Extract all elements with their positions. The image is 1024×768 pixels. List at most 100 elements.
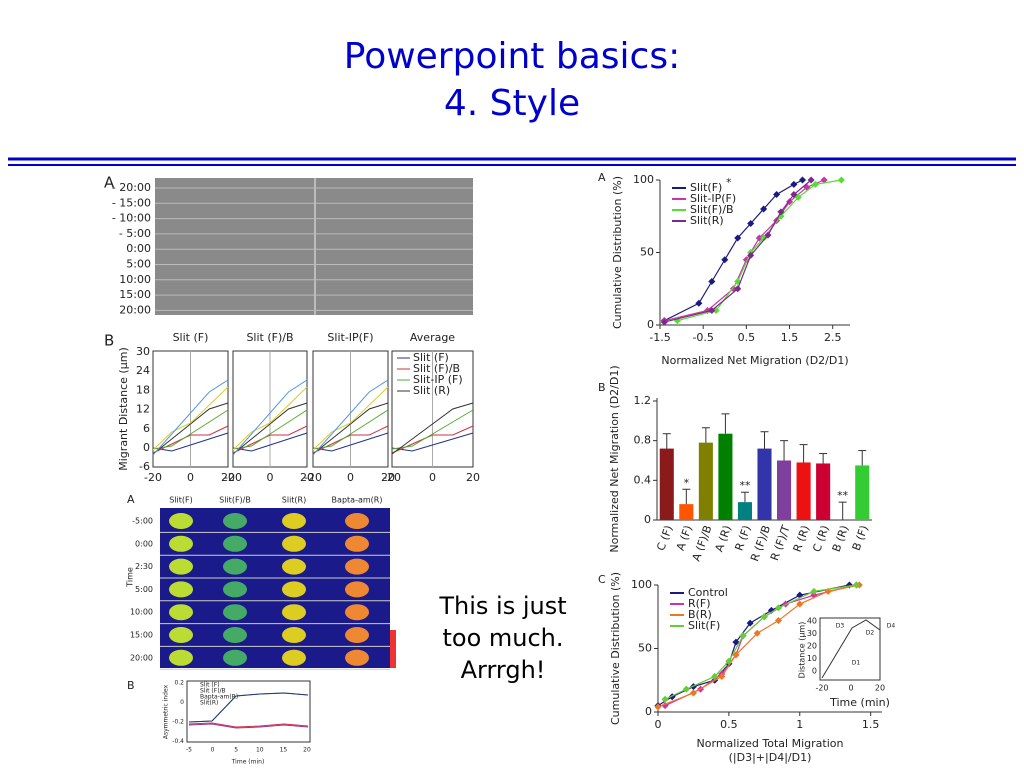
label: -5:00: [132, 517, 153, 526]
point: [708, 277, 716, 286]
label: 1.2: [634, 394, 652, 407]
label: Time: [126, 567, 135, 588]
cell: [282, 649, 306, 666]
label: 10: [807, 654, 817, 663]
label: A: [104, 174, 115, 192]
label: 0: [429, 471, 436, 484]
point: [734, 234, 742, 242]
point: [820, 176, 828, 184]
label: Normalized Net Migration (D2/D1): [608, 365, 621, 552]
label: -1.5: [649, 331, 670, 344]
point: [661, 695, 669, 703]
bar: [855, 465, 870, 520]
trace: [152, 379, 229, 456]
point: [764, 231, 772, 239]
label: 4. Style: [444, 83, 580, 124]
label: B: [127, 679, 135, 692]
label: 0:00: [126, 242, 151, 255]
label: 20: [807, 642, 817, 651]
label: 0:00: [135, 539, 153, 548]
label: 15:00: [119, 288, 151, 301]
point: [774, 617, 783, 625]
cell: [345, 535, 369, 552]
point: [660, 318, 668, 326]
label: 50: [640, 246, 654, 259]
label: 20:00: [130, 653, 153, 662]
cell: [169, 558, 193, 575]
label: 30: [807, 629, 817, 638]
label: A (F): [674, 524, 695, 553]
point: [689, 689, 697, 697]
label: 0: [645, 705, 652, 718]
label: 5:00: [135, 585, 153, 594]
label: Slit (F): [413, 351, 449, 364]
label: -20: [144, 471, 162, 484]
colorbar: [390, 630, 396, 668]
label: too much.: [442, 624, 563, 652]
label: 20: [300, 471, 314, 484]
cell: [345, 513, 369, 529]
bar: [659, 448, 674, 520]
cell: [282, 604, 306, 621]
label: Slit(F): [169, 496, 193, 505]
cell: [223, 627, 247, 643]
label: 12: [136, 403, 150, 416]
cell: [282, 558, 306, 575]
point: [682, 685, 690, 693]
label: - 5:00: [119, 227, 151, 240]
label: (|D3|+|D4|/D1): [729, 751, 812, 764]
point: [774, 604, 783, 612]
label: 0: [347, 471, 354, 484]
label: Normalized Total Migration: [697, 737, 844, 750]
label: Migrant Distance (µm): [117, 347, 130, 470]
label: -20: [383, 471, 401, 484]
point: [810, 587, 818, 595]
label: Average: [410, 331, 455, 344]
cell: [345, 558, 369, 575]
cell: [223, 604, 247, 621]
label: This is just: [438, 592, 566, 620]
point: [760, 613, 768, 621]
label: 0.8: [634, 434, 652, 447]
bar: [698, 442, 713, 520]
label: 0: [211, 747, 215, 754]
point: [773, 190, 781, 199]
bar: [679, 504, 694, 520]
inset: [819, 617, 881, 681]
label: **: [837, 489, 849, 502]
label: Slit-IP (F): [413, 373, 463, 386]
label: 6: [143, 422, 150, 435]
label: Time (min): [829, 696, 890, 709]
label: B(R): [688, 608, 712, 621]
label: 18: [136, 383, 150, 396]
label: Slit(R): [282, 496, 306, 505]
label: B: [598, 381, 606, 394]
label: 0: [644, 513, 651, 526]
trace: [312, 409, 389, 450]
label: 15: [280, 747, 288, 754]
label: Control: [688, 586, 728, 599]
trace: [232, 386, 308, 451]
label: C (R): [810, 524, 832, 554]
label: 100: [633, 173, 654, 186]
point: [852, 581, 861, 589]
point: [747, 219, 755, 228]
label: Slit (R): [413, 384, 450, 397]
label: B (F): [850, 524, 871, 553]
cell: [282, 513, 306, 529]
label: 2:30: [135, 562, 153, 571]
cell: [169, 513, 193, 529]
label: 5: [234, 747, 238, 754]
trace: [391, 402, 474, 455]
label: *: [726, 176, 732, 189]
point: [760, 205, 768, 213]
label: Slit(R): [200, 700, 218, 707]
label: Time (min): [231, 759, 265, 766]
label: 2.5: [824, 331, 842, 344]
label: Slit (F): [200, 682, 220, 689]
label: Slit(R): [690, 214, 724, 227]
point: [718, 672, 726, 680]
point: [837, 176, 845, 184]
point: [767, 606, 775, 614]
label: Slit(F)/B: [219, 496, 251, 505]
